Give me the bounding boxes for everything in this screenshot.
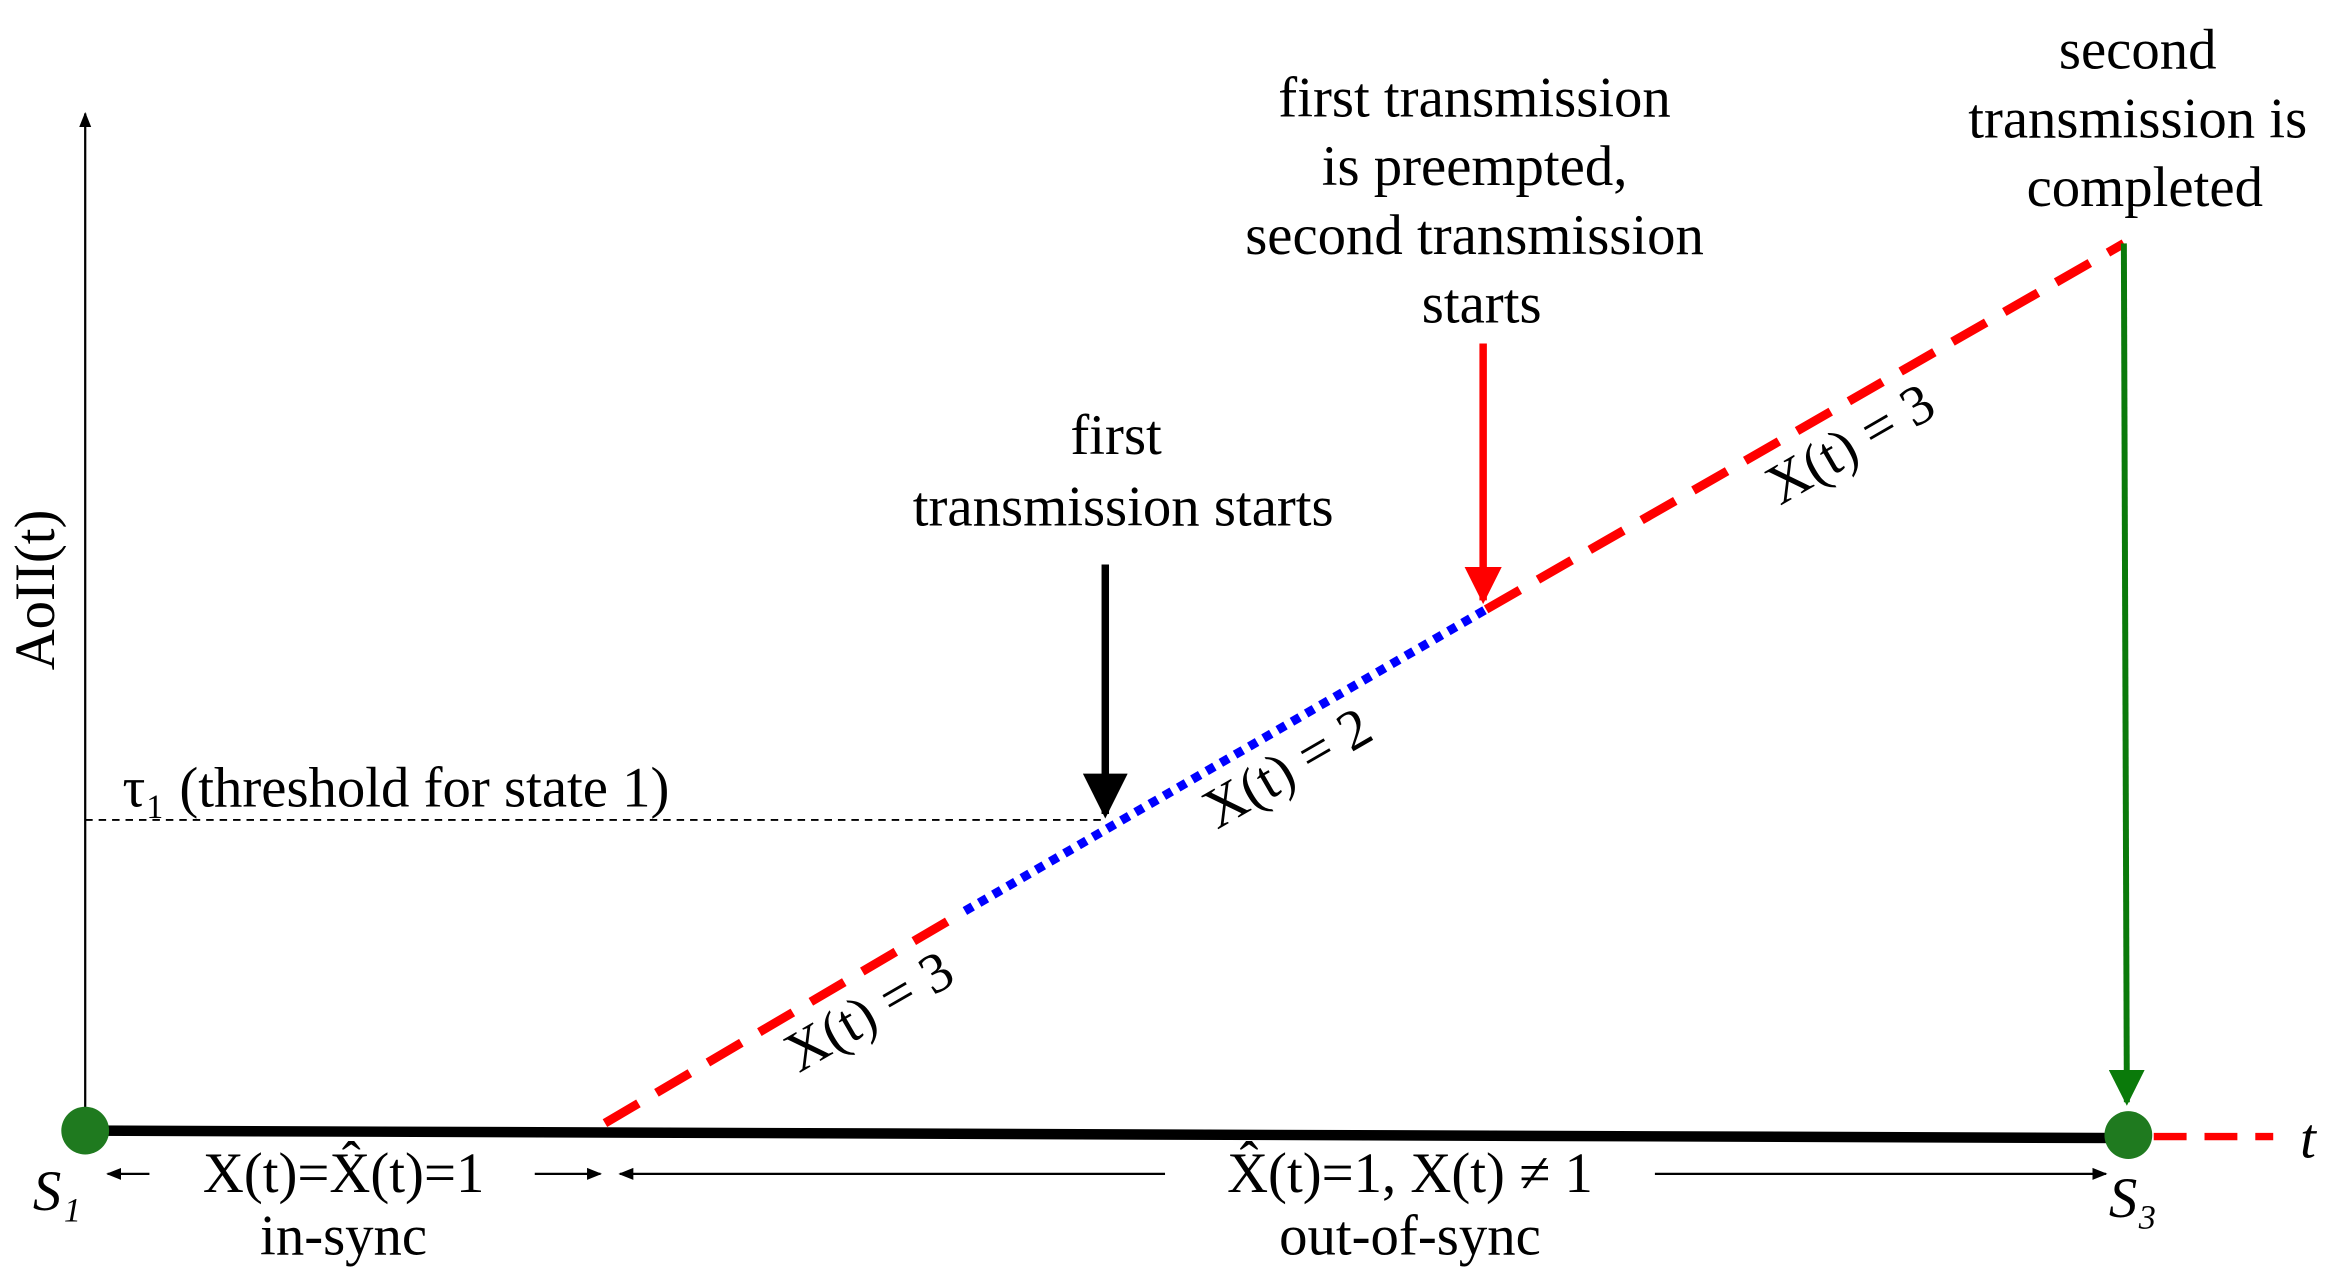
segment-line [1483, 239, 2127, 614]
annotation-line: first [1070, 404, 1162, 467]
segment-label: X(t) = 3 [774, 938, 964, 1084]
reset-arrow [2108, 243, 2145, 1106]
annotation-line: completed [2027, 156, 2263, 219]
annotation-line: is preempted, [1322, 135, 1628, 198]
threshold-label: τ₁ (threshold for state 1) [123, 757, 670, 820]
y-axis-label: AoII(t) [4, 510, 67, 671]
annotation: first transmission is preempted, second … [1245, 66, 1718, 335]
node-label: S₃ [2109, 1167, 2157, 1230]
annotation-line: transmission is [1968, 87, 2307, 150]
node-label: S₁ [33, 1160, 81, 1223]
annotation-line: second [2059, 19, 2217, 82]
baseline [85, 1125, 2129, 1144]
node [61, 1106, 110, 1155]
range-condition: X̂(t)=1, X(t) ≠ 1 [1227, 1141, 1593, 1205]
segment-line [602, 907, 968, 1127]
range-condition: X(t)=X̂(t)=1 [203, 1141, 484, 1205]
segment-line [962, 605, 1489, 915]
x-axis-label: t [2300, 1107, 2317, 1170]
range-state: out-of-sync [1279, 1205, 1541, 1268]
segment-label: X(t) = 2 [1192, 695, 1382, 841]
annotation-line: starts [1422, 273, 1542, 336]
annotation-line: second transmission [1245, 204, 1704, 267]
node [2104, 1111, 2153, 1159]
annotation-line: first transmission [1278, 66, 1671, 129]
annotation: second transmission is completed [1968, 19, 2321, 219]
range-state: in-sync [260, 1205, 427, 1268]
annotation-line: transmission starts [913, 476, 1334, 539]
segment-label: X(t) = 3 [1755, 371, 1945, 517]
annotation: first transmission starts [913, 404, 1334, 539]
